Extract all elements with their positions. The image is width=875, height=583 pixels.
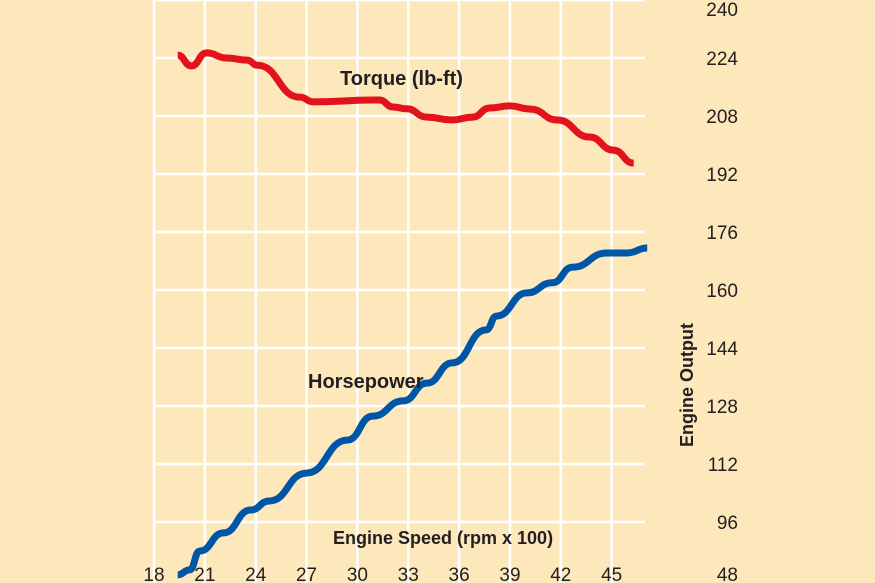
- x-tick-label: 42: [550, 565, 571, 583]
- y-tick-label: 112: [708, 455, 738, 476]
- y-tick-label: 176: [706, 223, 738, 244]
- y-tick-label: 208: [706, 107, 738, 128]
- x-tick-label: 18: [143, 565, 164, 583]
- y-axis-label: Engine Output: [677, 323, 697, 447]
- torque-line: [177, 49, 635, 167]
- x-tick-label: 27: [296, 565, 317, 583]
- x-axis-label: Engine Speed (rpm x 100): [333, 528, 553, 548]
- y-tick-label: 240: [706, 0, 738, 21]
- y-tick-label: 192: [706, 165, 738, 186]
- x-tick-label: 24: [245, 565, 267, 583]
- y-tick-label: 160: [706, 281, 738, 302]
- y-tick-label: 48: [717, 565, 738, 583]
- x-tick-label: 33: [398, 565, 419, 583]
- y-tick-label: 128: [706, 397, 738, 418]
- tick-labels: 18 21 24 27 30 33 36 39 42 45 240 224 208 192 176 160 14…: [143, 0, 738, 583]
- torque-label: Torque (lb-ft): [340, 68, 463, 90]
- x-tick-label: 30: [347, 565, 368, 583]
- y-tick-label: 144: [706, 339, 738, 360]
- x-tick-label: 39: [499, 565, 520, 583]
- y-tick-label: 224: [706, 49, 738, 70]
- horsepower-line: [177, 244, 648, 579]
- x-tick-label: 36: [449, 565, 470, 583]
- x-tick-label: 21: [194, 565, 215, 583]
- horsepower-label: Horsepower: [308, 371, 424, 393]
- series-lines: [177, 49, 648, 579]
- y-tick-label: 96: [717, 513, 738, 534]
- x-tick-label: 45: [601, 565, 622, 583]
